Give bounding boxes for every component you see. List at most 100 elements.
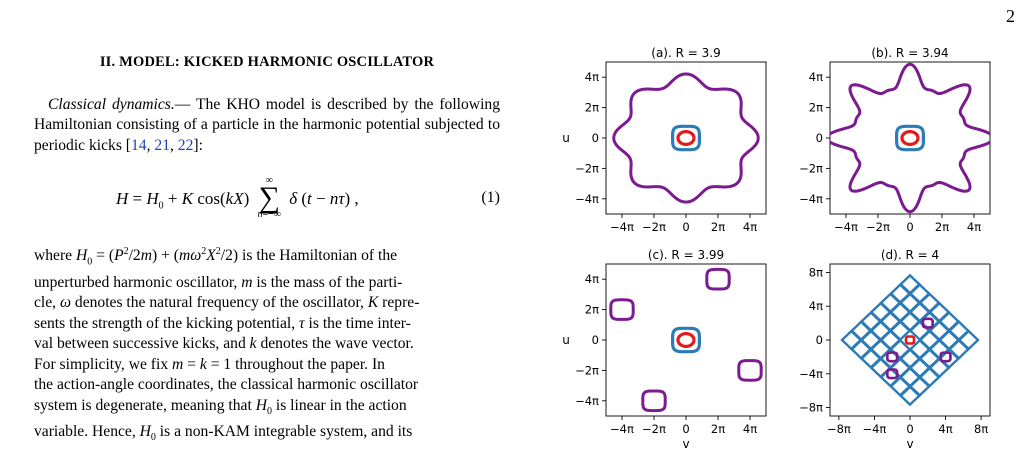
equation-1: H = H0 + K cos(kX) ∞ ∑ n=−∞ δ (t − nτ) , (…: [34, 172, 500, 228]
ytick-label-2-4: −4π: [575, 394, 599, 408]
web-cell: [928, 301, 951, 323]
ytick-label-0-0: 4π: [585, 70, 599, 84]
web-cell: [879, 292, 902, 314]
island-2: [737, 359, 763, 382]
xtick-label-0-4: 4π: [743, 220, 757, 234]
ylabel-2: u: [562, 333, 570, 347]
outer-orbit-1: [830, 62, 990, 214]
ytick-label-3-0: 8π: [809, 265, 823, 279]
island-d-1: [886, 351, 899, 363]
web-cell: [859, 329, 882, 351]
ytick-label-3-2: 0: [816, 333, 823, 347]
web-cell: [850, 320, 873, 342]
ytick-label-1-4: −4π: [799, 192, 823, 206]
citation-22[interactable]: 22: [177, 136, 194, 154]
xtick-label-0-2: 0: [682, 220, 689, 234]
xtick-label-2-3: 2π: [711, 422, 725, 436]
web-cell: [918, 329, 941, 351]
xtick-label-3-2: 0: [906, 422, 913, 436]
xtick-label-2-2: 0: [682, 422, 689, 436]
ytick-label-3-3: −4π: [799, 367, 823, 381]
panel-title-1: (b). R = 3.94: [871, 46, 948, 60]
ytick-label-1-3: −2π: [799, 161, 823, 175]
web-cell: [859, 348, 882, 370]
web-cell: [947, 320, 970, 342]
web-cell: [918, 366, 941, 388]
web-cell: [918, 292, 941, 314]
web-cell: [889, 301, 912, 323]
ytick-label-1-0: 4π: [809, 70, 823, 84]
xlabel-3: v: [906, 437, 913, 451]
web-cell: [908, 357, 931, 379]
ytick-label-2-3: −2π: [575, 363, 599, 377]
line-5: val between successive kicks, and k deno…: [34, 335, 414, 353]
ytick-label-3-4: −8π: [799, 401, 823, 415]
citation-14[interactable]: 14: [131, 136, 147, 154]
web-cell: [938, 310, 961, 332]
inner-orbit-2: [676, 332, 696, 348]
page-number: 2: [1006, 6, 1015, 26]
ylabel-0: u: [562, 131, 570, 145]
web-cell: [908, 283, 931, 305]
xtick-label-1-0: −4π: [834, 220, 858, 234]
island-d-2: [939, 351, 952, 363]
paragraph-text: — The KHO model is described by the foll…: [34, 95, 500, 154]
equation-number: (1): [481, 189, 500, 206]
web-cell: [898, 310, 922, 332]
web-cell: [859, 310, 882, 332]
xtick-label-1-1: −2π: [866, 220, 890, 234]
citation-21[interactable]: 21: [154, 136, 170, 154]
web-cell: [889, 375, 912, 397]
paragraph-classical-dynamics: Classical dynamics.— The KHO model is de…: [34, 95, 500, 154]
web-cell: [869, 320, 892, 342]
xtick-label-3-1: −4π: [862, 422, 886, 436]
panel-frame-0: [605, 61, 767, 215]
island-0: [705, 267, 731, 291]
web-cell: [938, 329, 961, 351]
xtick-label-0-3: 2π: [711, 220, 725, 234]
xtick-label-1-3: 2π: [935, 220, 949, 234]
panel-title-2: (c). R = 3.99: [648, 248, 724, 262]
middle-orbit-0: [671, 124, 701, 152]
line-1: where H0 = (P2/2m) + (mω2X2/2) is the Ha…: [34, 246, 398, 268]
ytick-label-3-1: 4π: [809, 299, 823, 313]
hamiltonian-equation: H = H0 + K cos(kX) ∞ ∑ n=−∞ δ (t − nτ) ,: [116, 175, 359, 220]
xtick-label-1-2: 0: [906, 220, 913, 234]
line-9: variable. Hence, H0 is a non-KAM integra…: [34, 423, 413, 444]
panel-title-3: (d). R = 4: [881, 248, 939, 262]
xtick-label-3-4: 8π: [974, 422, 988, 436]
line-2: unperturbed harmonic oscillator, m is th…: [34, 273, 403, 291]
inner-orbit-0: [676, 130, 696, 146]
inner-orbit-1: [900, 130, 920, 146]
web-cell: [947, 338, 970, 360]
middle-orbit-1: [895, 124, 925, 152]
ytick-label-1-1: 2π: [809, 101, 823, 115]
island-d-3: [886, 368, 899, 380]
summation-symbol: ∞ ∑ n=−∞: [257, 175, 281, 220]
panel-frame-3: [829, 263, 991, 417]
web-cell: [840, 329, 863, 351]
section-heading: II. MODEL: KICKED HARMONIC OSCILLATOR: [99, 54, 435, 70]
web-cell: [879, 310, 902, 332]
line-7: the action-angle coordinates, the classi…: [34, 376, 419, 394]
panel-title-0: (a). R = 3.9: [651, 46, 720, 60]
run-in-title: Classical dynamics.: [48, 95, 175, 113]
web-cell: [928, 338, 951, 360]
ytick-label-2-2: 0: [592, 333, 599, 347]
web-cell: [898, 273, 922, 295]
middle-orbit-2: [671, 326, 701, 354]
web-cell: [889, 283, 912, 305]
paragraph-end: ]:: [193, 136, 203, 154]
web-cell: [898, 292, 922, 314]
island-d-0: [921, 317, 934, 329]
web-cell: [957, 329, 980, 351]
web-cell: [879, 329, 902, 351]
island-3: [641, 389, 667, 413]
xtick-label-0-0: −4π: [610, 220, 634, 234]
xtick-label-2-1: −2π: [642, 422, 666, 436]
line-4: sents the strength of the kicking potent…: [34, 314, 411, 332]
phase-space-figure: (a). R = 3.9 −4π 4π −2π 2π 0 0 2π −2π 4π −4π u (b). …: [562, 46, 991, 451]
xtick-label-2-0: −4π: [610, 422, 634, 436]
ytick-label-0-1: 2π: [585, 101, 599, 115]
outer-orbit-0: [612, 72, 760, 204]
